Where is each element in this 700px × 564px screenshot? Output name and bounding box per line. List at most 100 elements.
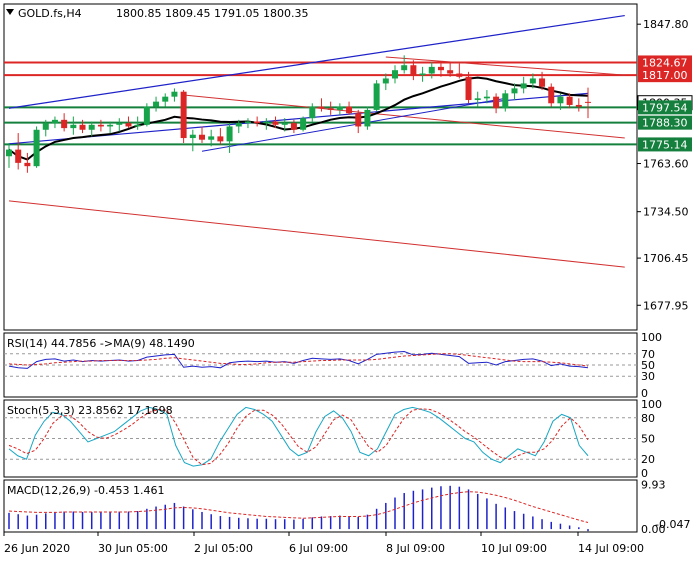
candle-body <box>281 123 288 125</box>
price-level-tag: 1788.30 <box>638 115 692 130</box>
price-tick-label: 1847.80 <box>643 18 689 31</box>
candle <box>134 116 141 130</box>
candle <box>355 109 362 134</box>
price-panel: GOLD.fs,H4 1800.85 1809.45 1791.05 1800.… <box>3 3 693 331</box>
price-level-tag-bg <box>638 115 692 130</box>
candle <box>125 116 132 129</box>
price-tick-label: 1677.95 <box>643 299 689 312</box>
candle <box>254 116 261 127</box>
chart-symbol: GOLD.fs,H4 <box>18 7 82 20</box>
candle-body <box>235 123 242 127</box>
candle-body <box>566 96 573 105</box>
candle-body <box>401 65 408 71</box>
candle <box>493 93 500 114</box>
candle-body <box>134 124 141 127</box>
indicator-tick-label: 80 <box>641 412 655 425</box>
candle <box>235 119 242 134</box>
candle-body <box>447 70 454 74</box>
stoch-plot-area <box>4 406 637 467</box>
time-tick-label: 14 Jul 09:00 <box>578 542 644 555</box>
time-tick-label: 8 Jul 09:00 <box>386 542 445 555</box>
candle <box>162 93 169 107</box>
channel-red-mid-line <box>183 94 625 139</box>
indicator-tick-label: 50 <box>641 433 655 446</box>
stoch-k-line <box>8 406 589 467</box>
candle <box>382 73 389 91</box>
candle <box>575 98 582 112</box>
time-tick-label: 2 Jul 05:00 <box>194 542 253 555</box>
candle <box>428 61 435 79</box>
candle-body <box>162 96 169 102</box>
channel-red-upper-line <box>385 56 625 76</box>
candle-body <box>557 96 564 104</box>
candle-body <box>428 66 435 74</box>
candle <box>79 119 86 134</box>
candle <box>199 126 205 144</box>
price-level-tag-bg <box>638 68 692 83</box>
rsi-ma-line <box>8 353 589 367</box>
candle-body <box>42 123 49 130</box>
candle-body <box>97 124 104 127</box>
candle-body <box>364 109 371 127</box>
candle-body <box>61 119 68 129</box>
moving-average-line <box>8 76 589 161</box>
candle <box>217 128 224 145</box>
candle-body <box>483 96 490 99</box>
candle <box>318 98 325 112</box>
macd-label: MACD(12,26,9) -0.453 1.461 <box>7 484 165 497</box>
candle <box>51 116 58 129</box>
candle-body <box>51 119 58 124</box>
candle <box>272 116 279 129</box>
indicator-tick-label: 50 <box>641 359 655 372</box>
price-level-tag-bg <box>638 137 692 152</box>
macd-tick-label: -0.047 <box>655 518 690 531</box>
candle <box>171 88 178 102</box>
candle-body <box>548 86 555 104</box>
candle <box>208 129 215 147</box>
price-level-tag-text: 1797.54 <box>642 101 688 114</box>
candle-body <box>290 123 297 130</box>
candle-body <box>226 126 233 142</box>
price-level-tag: 1817.00 <box>638 68 692 83</box>
price-level-tag: 1824.67 <box>638 55 692 70</box>
candle <box>327 101 334 115</box>
candle-body <box>520 83 527 89</box>
candle <box>300 116 307 132</box>
candle-body <box>309 106 316 119</box>
candle <box>33 126 40 168</box>
candle-body <box>33 129 40 167</box>
candle <box>539 71 546 91</box>
candle <box>336 103 343 115</box>
macd-signal-line <box>8 491 589 523</box>
candle <box>520 76 527 94</box>
candle <box>97 119 104 132</box>
time-tick-label: 6 Jul 09:00 <box>289 542 348 555</box>
candle-body <box>529 78 536 84</box>
candle-body <box>300 118 307 130</box>
candle <box>70 116 77 135</box>
macd-plot-area <box>8 485 589 532</box>
candle-body <box>511 88 518 94</box>
indicator-tick-label: 70 <box>641 348 655 361</box>
candle-body <box>346 106 353 114</box>
candle-body <box>143 106 150 125</box>
candle <box>189 129 196 152</box>
candle <box>419 66 426 82</box>
candle-body <box>180 91 187 139</box>
candle-body <box>456 73 463 77</box>
candle <box>244 118 251 129</box>
candle <box>290 119 297 134</box>
candle <box>263 118 270 130</box>
time-tick-label: 26 Jun 2020 <box>4 542 70 555</box>
collapse-triangle-icon[interactable] <box>6 9 14 15</box>
candle-body <box>575 104 582 107</box>
candle <box>346 101 353 115</box>
price-axis: 1847.80 1763.60 1734.50 1706.45 1677.95 1824.… <box>637 18 693 312</box>
stoch-d-line <box>8 408 589 466</box>
candle-body <box>355 113 362 127</box>
candle-body <box>318 106 325 109</box>
